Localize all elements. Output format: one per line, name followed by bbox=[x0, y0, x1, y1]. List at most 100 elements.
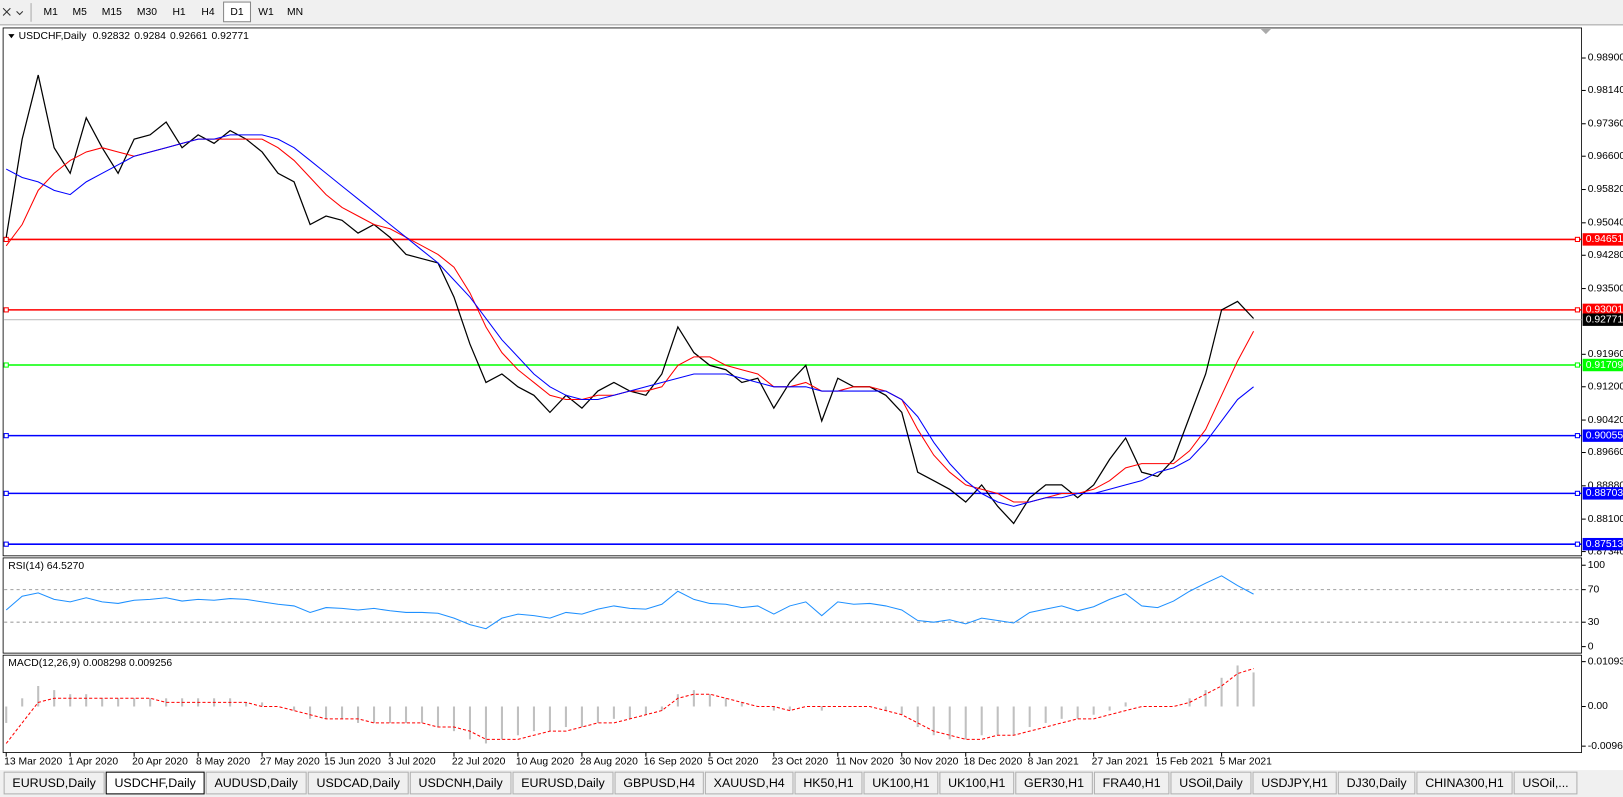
level-handle bbox=[1574, 236, 1581, 243]
x-tick-label: 27 Jan 2021 bbox=[1092, 757, 1149, 768]
y-tick-label: 0.010933 bbox=[1588, 656, 1623, 667]
y-tick-label: 0.88100 bbox=[1588, 514, 1623, 525]
x-tick-label: 8 May 2020 bbox=[196, 757, 250, 768]
tab[interactable] bbox=[1252, 771, 1337, 795]
tab-label[interactable]: AUDUSD,Daily bbox=[214, 776, 298, 790]
x-tick-label: 1 Apr 2020 bbox=[68, 757, 118, 768]
y-tick-label: 0.91200 bbox=[1588, 381, 1623, 392]
tab[interactable] bbox=[863, 771, 939, 795]
tab-label[interactable]: DJ30,Daily bbox=[1347, 776, 1408, 790]
x-tick-label: 28 Aug 2020 bbox=[580, 757, 638, 768]
tab-label[interactable]: HK50,H1 bbox=[803, 776, 853, 790]
timeframe-button[interactable]: M15 bbox=[102, 7, 122, 18]
y-tick-label: 0.90420 bbox=[1588, 415, 1623, 426]
y-tick-label: 0.96600 bbox=[1588, 151, 1623, 162]
tab-label[interactable]: CHINA300,H1 bbox=[1425, 776, 1504, 790]
level-label: 0.87513 bbox=[1586, 539, 1623, 550]
level-label-box bbox=[1582, 487, 1623, 500]
tab[interactable] bbox=[307, 771, 409, 795]
tab-label[interactable]: FRA40,H1 bbox=[1103, 776, 1161, 790]
tab-label[interactable]: USDCAD,Daily bbox=[317, 776, 401, 790]
ohlc-value: 0.92771 bbox=[212, 31, 250, 42]
y-tick-label: 0.87340 bbox=[1588, 546, 1623, 557]
y-tick-label: 0.94280 bbox=[1588, 250, 1623, 261]
tab-label[interactable]: GER30,H1 bbox=[1024, 776, 1084, 790]
current-price-box bbox=[1582, 313, 1623, 326]
tab-label[interactable]: EURUSD,Daily bbox=[12, 776, 96, 790]
tab[interactable] bbox=[1337, 771, 1416, 795]
timeframe-button[interactable]: MN bbox=[287, 7, 303, 18]
tab-label[interactable]: USOil,Daily bbox=[1179, 776, 1243, 790]
tab[interactable] bbox=[794, 771, 863, 795]
y-tick-label: 0.98140 bbox=[1588, 85, 1623, 96]
timeframe-button[interactable]: M5 bbox=[73, 7, 88, 18]
tab[interactable] bbox=[1170, 771, 1252, 795]
tab[interactable] bbox=[1093, 771, 1170, 795]
x-tick-label: 22 Jul 2020 bbox=[452, 757, 506, 768]
y-tick-label: 0.91960 bbox=[1588, 349, 1623, 360]
x-tick-label: 27 May 2020 bbox=[260, 757, 320, 768]
tab[interactable] bbox=[614, 771, 704, 795]
tab[interactable] bbox=[939, 771, 1015, 795]
timeframe-button[interactable]: D1 bbox=[230, 7, 243, 18]
level-handle bbox=[3, 362, 9, 368]
level-handle bbox=[3, 236, 9, 243]
x-tick-label: 3 Jul 2020 bbox=[388, 757, 436, 768]
tab-active[interactable] bbox=[105, 771, 205, 795]
header-arrow bbox=[8, 34, 15, 39]
level-handle bbox=[3, 307, 9, 313]
level-label: 0.93001 bbox=[1586, 305, 1623, 316]
level-handle bbox=[3, 541, 9, 547]
level-handle bbox=[3, 433, 9, 439]
macd-panel bbox=[2, 654, 1583, 753]
y-tick-label: 0.89660 bbox=[1588, 447, 1623, 458]
timeframe-button[interactable]: M30 bbox=[137, 7, 157, 18]
level-handle bbox=[1574, 490, 1581, 496]
tab-label[interactable]: USDJPY,H1 bbox=[1261, 776, 1328, 790]
level-label: 0.91709 bbox=[1586, 360, 1623, 371]
tab[interactable] bbox=[1015, 771, 1093, 795]
x-tick-label: 5 Oct 2020 bbox=[708, 757, 759, 768]
tab[interactable] bbox=[3, 771, 105, 795]
ohlc-value: 0.9284 bbox=[134, 31, 166, 42]
tab-label[interactable]: GBPUSD,H4 bbox=[623, 776, 695, 790]
level-label-box bbox=[1582, 303, 1623, 317]
tab[interactable] bbox=[1416, 771, 1513, 795]
timeframe-button[interactable]: H1 bbox=[172, 7, 185, 18]
tab-label[interactable]: USDCNH,Daily bbox=[419, 776, 504, 790]
tab-label[interactable]: EURUSD,Daily bbox=[521, 776, 605, 790]
x-tick-label: 5 Mar 2021 bbox=[1220, 757, 1273, 768]
tab[interactable] bbox=[512, 771, 614, 795]
y-tick-label: 0.95820 bbox=[1588, 184, 1623, 195]
y-tick-label: 100 bbox=[1588, 560, 1606, 571]
level-label: 0.94651 bbox=[1586, 234, 1623, 245]
tab-label[interactable]: XAUUSD,H4 bbox=[714, 776, 785, 790]
tab-label[interactable]: UK100,H1 bbox=[872, 776, 929, 790]
level-handle bbox=[1574, 433, 1581, 439]
level-label-box bbox=[1582, 429, 1623, 442]
level-handle bbox=[1574, 362, 1581, 368]
y-tick-label: 0 bbox=[1588, 641, 1594, 652]
x-tick-label: 15 Feb 2021 bbox=[1156, 757, 1214, 768]
y-tick-label: 30 bbox=[1588, 617, 1600, 628]
y-tick-label: 0.97360 bbox=[1588, 118, 1623, 129]
tab[interactable] bbox=[205, 771, 307, 795]
timeframe-button[interactable]: H4 bbox=[201, 7, 214, 18]
tab[interactable] bbox=[704, 771, 794, 795]
timeframe-button[interactable]: W1 bbox=[258, 7, 274, 18]
level-handle bbox=[1574, 307, 1581, 313]
rsi-line bbox=[5, 575, 1254, 630]
tab[interactable] bbox=[409, 771, 512, 795]
timeframe-button[interactable]: M1 bbox=[44, 7, 59, 18]
tab-label[interactable]: USDCHF,Daily bbox=[114, 776, 196, 790]
y-tick-label: 0.98900 bbox=[1588, 53, 1623, 64]
tab[interactable] bbox=[1513, 771, 1578, 795]
toolbar-icon[interactable] bbox=[2, 7, 24, 16]
level-label-box bbox=[1582, 537, 1623, 551]
tab-label[interactable]: UK100,H1 bbox=[948, 776, 1005, 790]
ohlc-value: 0.92832 bbox=[93, 31, 131, 42]
y-tick-label: 70 bbox=[1588, 584, 1600, 595]
current-price-label: 0.92771 bbox=[1586, 314, 1623, 325]
tab-label[interactable]: USOil,... bbox=[1522, 776, 1568, 790]
